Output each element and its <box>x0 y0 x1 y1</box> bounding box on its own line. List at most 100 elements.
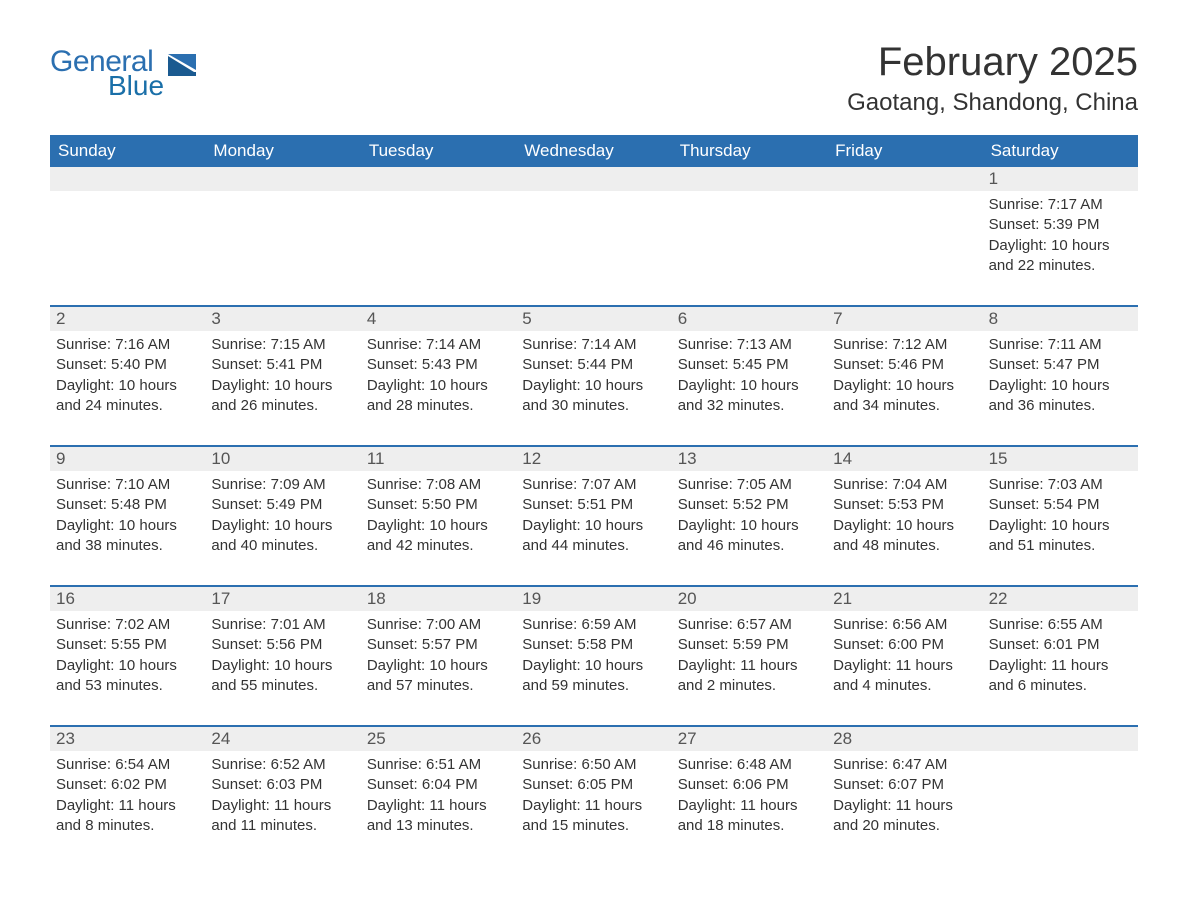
day-cell: Sunrise: 6:54 AMSunset: 6:02 PMDaylight:… <box>50 751 205 851</box>
day-sunrise: Sunrise: 7:14 AM <box>367 335 510 355</box>
day-cell-empty <box>361 191 516 291</box>
day-cell: Sunrise: 6:50 AMSunset: 6:05 PMDaylight:… <box>516 751 671 851</box>
day-cell-empty <box>672 191 827 291</box>
day-cell-empty <box>50 191 205 291</box>
day-sunrise: Sunrise: 7:07 AM <box>522 475 665 495</box>
day-cell: Sunrise: 7:17 AMSunset: 5:39 PMDaylight:… <box>983 191 1138 291</box>
day-sunset: Sunset: 5:44 PM <box>522 355 665 375</box>
day-sunrise: Sunrise: 7:00 AM <box>367 615 510 635</box>
day-d2: and 32 minutes. <box>678 396 821 416</box>
day-d2: and 28 minutes. <box>367 396 510 416</box>
day-d2: and 4 minutes. <box>833 676 976 696</box>
day-sunrise: Sunrise: 7:14 AM <box>522 335 665 355</box>
day-sunrise: Sunrise: 7:03 AM <box>989 475 1132 495</box>
day-cell: Sunrise: 7:00 AMSunset: 5:57 PMDaylight:… <box>361 611 516 711</box>
month-title: February 2025 <box>847 40 1138 85</box>
day-d2: and 57 minutes. <box>367 676 510 696</box>
day-sunset: Sunset: 5:45 PM <box>678 355 821 375</box>
day-cell-empty <box>827 191 982 291</box>
day-d1: Daylight: 10 hours <box>211 656 354 676</box>
day-d2: and 6 minutes. <box>989 676 1132 696</box>
day-d2: and 26 minutes. <box>211 396 354 416</box>
day-d1: Daylight: 10 hours <box>522 656 665 676</box>
day-number: 25 <box>361 727 516 751</box>
day-d1: Daylight: 10 hours <box>367 516 510 536</box>
weekday-header-cell: Thursday <box>672 135 827 167</box>
day-sunrise: Sunrise: 6:47 AM <box>833 755 976 775</box>
day-number-empty <box>827 167 982 191</box>
day-sunrise: Sunrise: 6:50 AM <box>522 755 665 775</box>
calendar-weekday-header: SundayMondayTuesdayWednesdayThursdayFrid… <box>50 135 1138 167</box>
day-d1: Daylight: 10 hours <box>56 516 199 536</box>
day-sunrise: Sunrise: 7:12 AM <box>833 335 976 355</box>
day-cell: Sunrise: 7:13 AMSunset: 5:45 PMDaylight:… <box>672 331 827 431</box>
day-sunset: Sunset: 5:52 PM <box>678 495 821 515</box>
day-sunrise: Sunrise: 7:02 AM <box>56 615 199 635</box>
day-sunset: Sunset: 6:03 PM <box>211 775 354 795</box>
day-number: 4 <box>361 307 516 331</box>
logo: General Blue <box>50 40 196 99</box>
day-sunset: Sunset: 5:47 PM <box>989 355 1132 375</box>
day-cell-empty <box>205 191 360 291</box>
day-number: 28 <box>827 727 982 751</box>
day-sunset: Sunset: 5:49 PM <box>211 495 354 515</box>
day-d1: Daylight: 10 hours <box>211 376 354 396</box>
logo-word-blue: Blue <box>108 73 164 100</box>
day-sunset: Sunset: 6:05 PM <box>522 775 665 795</box>
day-number-row: 9101112131415 <box>50 447 1138 471</box>
day-d1: Daylight: 11 hours <box>678 656 821 676</box>
day-sunset: Sunset: 5:51 PM <box>522 495 665 515</box>
day-d2: and 53 minutes. <box>56 676 199 696</box>
day-d1: Daylight: 11 hours <box>56 796 199 816</box>
day-sunset: Sunset: 5:54 PM <box>989 495 1132 515</box>
day-number: 22 <box>983 587 1138 611</box>
weekday-header-cell: Sunday <box>50 135 205 167</box>
day-cell: Sunrise: 6:47 AMSunset: 6:07 PMDaylight:… <box>827 751 982 851</box>
day-cell: Sunrise: 6:55 AMSunset: 6:01 PMDaylight:… <box>983 611 1138 711</box>
day-sunrise: Sunrise: 7:11 AM <box>989 335 1132 355</box>
day-cell: Sunrise: 7:16 AMSunset: 5:40 PMDaylight:… <box>50 331 205 431</box>
day-sunrise: Sunrise: 7:16 AM <box>56 335 199 355</box>
day-d2: and 30 minutes. <box>522 396 665 416</box>
day-number: 20 <box>672 587 827 611</box>
day-number: 3 <box>205 307 360 331</box>
day-number-row: 2345678 <box>50 307 1138 331</box>
day-sunrise: Sunrise: 6:57 AM <box>678 615 821 635</box>
day-d2: and 13 minutes. <box>367 816 510 836</box>
day-sunrise: Sunrise: 6:54 AM <box>56 755 199 775</box>
day-sunset: Sunset: 5:53 PM <box>833 495 976 515</box>
day-sunset: Sunset: 5:39 PM <box>989 215 1132 235</box>
day-sunrise: Sunrise: 7:08 AM <box>367 475 510 495</box>
day-number: 21 <box>827 587 982 611</box>
flag-icon <box>168 54 196 76</box>
day-number: 6 <box>672 307 827 331</box>
day-cell: Sunrise: 7:03 AMSunset: 5:54 PMDaylight:… <box>983 471 1138 571</box>
day-sunrise: Sunrise: 6:59 AM <box>522 615 665 635</box>
day-number-row: 1 <box>50 167 1138 191</box>
day-d1: Daylight: 11 hours <box>989 656 1132 676</box>
location-text: Gaotang, Shandong, China <box>847 89 1138 117</box>
calendar-week: 16171819202122Sunrise: 7:02 AMSunset: 5:… <box>50 585 1138 711</box>
day-d1: Daylight: 11 hours <box>367 796 510 816</box>
calendar-week: 9101112131415Sunrise: 7:10 AMSunset: 5:4… <box>50 445 1138 571</box>
day-sunset: Sunset: 6:06 PM <box>678 775 821 795</box>
day-sunset: Sunset: 5:59 PM <box>678 635 821 655</box>
day-cell: Sunrise: 6:57 AMSunset: 5:59 PMDaylight:… <box>672 611 827 711</box>
day-number: 11 <box>361 447 516 471</box>
day-d1: Daylight: 11 hours <box>678 796 821 816</box>
weekday-header-cell: Tuesday <box>361 135 516 167</box>
day-d2: and 15 minutes. <box>522 816 665 836</box>
day-d1: Daylight: 11 hours <box>211 796 354 816</box>
day-d2: and 48 minutes. <box>833 536 976 556</box>
day-number-empty <box>361 167 516 191</box>
day-cell-empty <box>516 191 671 291</box>
day-number-empty <box>205 167 360 191</box>
day-cell: Sunrise: 7:01 AMSunset: 5:56 PMDaylight:… <box>205 611 360 711</box>
day-cell: Sunrise: 6:51 AMSunset: 6:04 PMDaylight:… <box>361 751 516 851</box>
day-cell: Sunrise: 7:09 AMSunset: 5:49 PMDaylight:… <box>205 471 360 571</box>
calendar-body: 1Sunrise: 7:17 AMSunset: 5:39 PMDaylight… <box>50 167 1138 851</box>
calendar-week: 2345678Sunrise: 7:16 AMSunset: 5:40 PMDa… <box>50 305 1138 431</box>
day-cell: Sunrise: 7:11 AMSunset: 5:47 PMDaylight:… <box>983 331 1138 431</box>
day-sunset: Sunset: 6:07 PM <box>833 775 976 795</box>
day-d1: Daylight: 10 hours <box>56 376 199 396</box>
